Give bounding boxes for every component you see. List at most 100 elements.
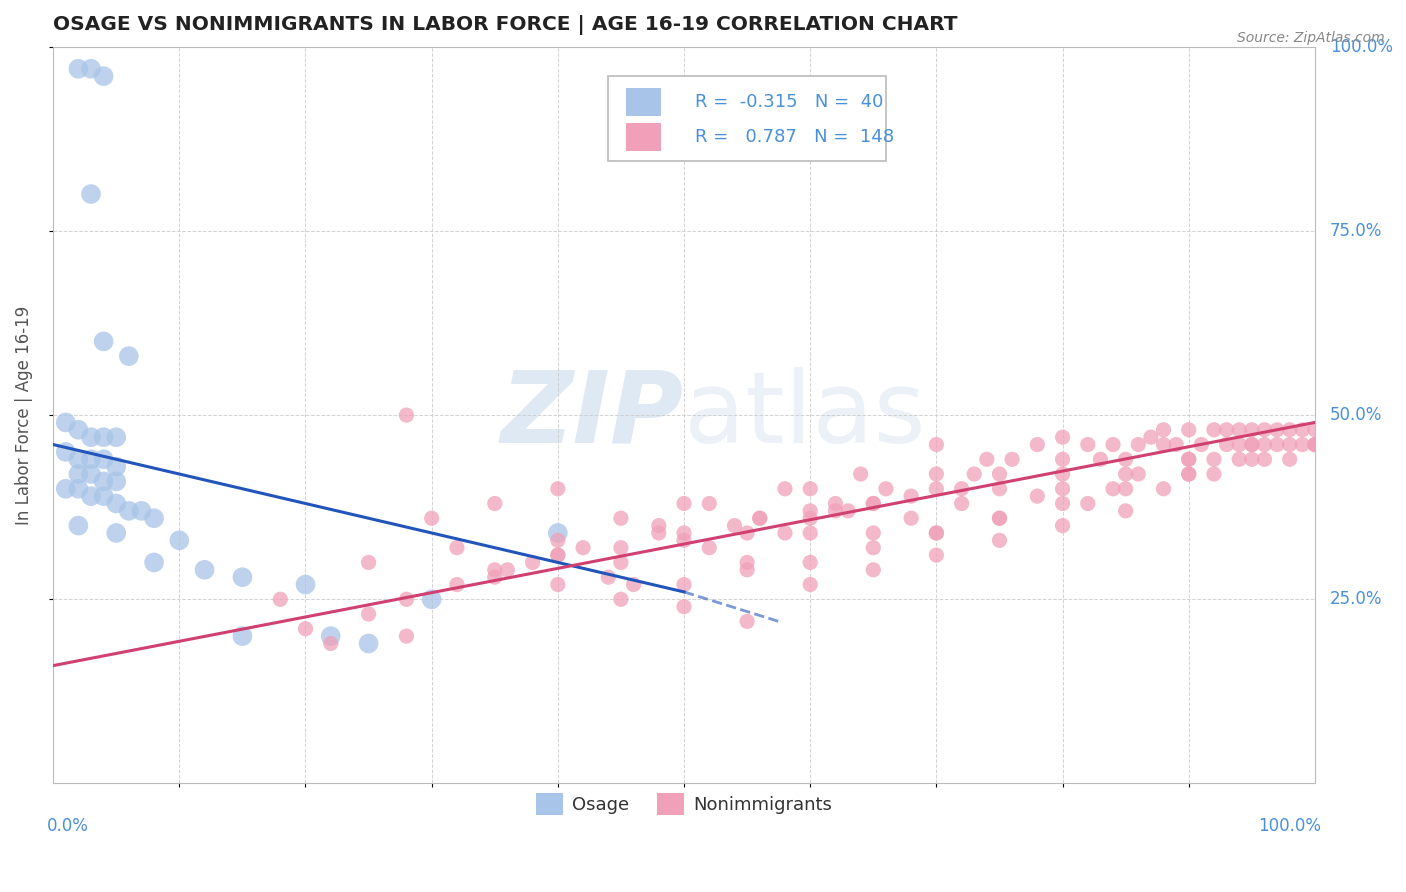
Point <box>1202 452 1225 467</box>
Point <box>294 577 316 591</box>
Point <box>67 518 90 533</box>
Point <box>925 548 948 562</box>
Point <box>67 423 90 437</box>
Point <box>484 570 506 584</box>
Point <box>799 504 821 518</box>
Point <box>648 526 671 541</box>
Text: R =   0.787   N =  148: R = 0.787 N = 148 <box>696 128 894 146</box>
Point <box>1240 423 1263 437</box>
Point <box>799 526 821 541</box>
Point <box>735 556 758 570</box>
Point <box>1177 467 1199 481</box>
Point <box>950 482 973 496</box>
Point <box>1303 437 1326 451</box>
Point <box>420 592 443 607</box>
Point <box>105 430 128 444</box>
Point <box>143 511 166 525</box>
Point <box>395 408 418 422</box>
FancyBboxPatch shape <box>609 76 886 161</box>
Bar <box>626 123 661 151</box>
Point <box>484 563 506 577</box>
Point <box>193 563 215 577</box>
Point <box>849 467 872 481</box>
Point <box>131 504 153 518</box>
Point <box>610 511 633 525</box>
Point <box>357 607 380 621</box>
Point <box>420 511 443 525</box>
Bar <box>626 87 661 116</box>
Point <box>1303 423 1326 437</box>
Point <box>1090 452 1112 467</box>
Point <box>1177 452 1199 467</box>
Point <box>231 570 253 584</box>
Point <box>988 482 1011 496</box>
Point <box>80 452 103 467</box>
Point <box>673 533 696 548</box>
Point <box>925 526 948 541</box>
Point <box>925 437 948 451</box>
Point <box>673 496 696 510</box>
Point <box>547 482 569 496</box>
Point <box>799 511 821 525</box>
Point <box>1227 423 1250 437</box>
Point <box>837 504 859 518</box>
Point <box>118 349 141 363</box>
Point <box>319 629 342 643</box>
Point <box>67 482 90 496</box>
Point <box>1128 437 1150 451</box>
Point <box>67 62 90 76</box>
Point <box>1052 496 1074 510</box>
Point <box>105 496 128 510</box>
Point <box>55 445 77 459</box>
Point <box>697 541 720 555</box>
Point <box>231 629 253 643</box>
Point <box>824 504 846 518</box>
Point <box>723 518 745 533</box>
Point <box>963 467 986 481</box>
Point <box>1153 482 1175 496</box>
Point <box>269 592 291 607</box>
Point <box>748 511 770 525</box>
Point <box>1215 437 1237 451</box>
Point <box>1177 467 1199 481</box>
Point <box>55 416 77 430</box>
Point <box>1140 430 1163 444</box>
Point <box>357 636 380 650</box>
Point <box>1052 482 1074 496</box>
Point <box>105 475 128 489</box>
Point <box>357 556 380 570</box>
Point <box>1278 452 1301 467</box>
Point <box>735 563 758 577</box>
Point <box>1303 437 1326 451</box>
Point <box>1115 504 1137 518</box>
Point <box>93 69 115 83</box>
Text: Source: ZipAtlas.com: Source: ZipAtlas.com <box>1237 31 1385 45</box>
Point <box>93 430 115 444</box>
Text: 50.0%: 50.0% <box>1330 406 1382 424</box>
Point <box>1253 452 1275 467</box>
Point <box>496 563 519 577</box>
Text: OSAGE VS NONIMMIGRANTS IN LABOR FORCE | AGE 16-19 CORRELATION CHART: OSAGE VS NONIMMIGRANTS IN LABOR FORCE | … <box>53 15 957 35</box>
Point <box>862 563 884 577</box>
Point <box>900 489 922 503</box>
Point <box>862 496 884 510</box>
Point <box>925 467 948 481</box>
Point <box>610 556 633 570</box>
Point <box>1291 423 1313 437</box>
Point <box>610 592 633 607</box>
Point <box>1202 423 1225 437</box>
Point <box>1077 437 1099 451</box>
Point <box>1240 437 1263 451</box>
Point <box>1253 423 1275 437</box>
Point <box>1115 452 1137 467</box>
Point <box>875 482 897 496</box>
Point <box>862 496 884 510</box>
Point <box>446 577 468 591</box>
Point <box>735 615 758 629</box>
Point <box>1001 452 1024 467</box>
Point <box>1052 467 1074 481</box>
Point <box>80 62 103 76</box>
Point <box>1265 437 1288 451</box>
Point <box>1052 452 1074 467</box>
Legend: Osage, Nonimmigrants: Osage, Nonimmigrants <box>529 786 839 822</box>
